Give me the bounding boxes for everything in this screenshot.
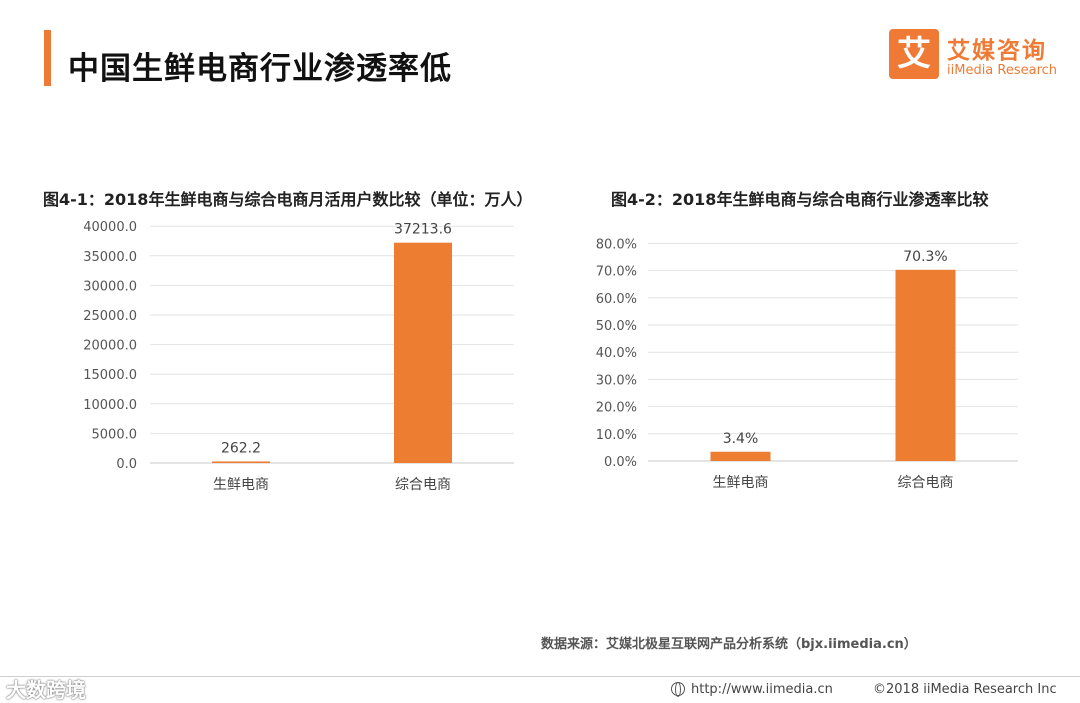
chart2-bar-2 [895,269,956,461]
chart1-bar-1 [212,461,270,463]
chart1-y-tick-label: 35000.0 [83,250,137,265]
chart1-y-tick-label: 0.0 [116,457,137,472]
iimedia-logo-icon: 艾 [889,29,939,79]
footer-url-text: http://www.iimedia.cn [691,682,833,697]
chart1-y-tick-label: 15000.0 [83,368,137,383]
chart1-y-tick-label: 40000.0 [83,220,137,235]
watermark: 大数跨境 [6,678,86,702]
chart2-y-tick-label: 70.0% [596,265,637,280]
chart2-y-tick-label: 30.0% [596,373,637,388]
footer-divider [0,676,1080,677]
chart2-y-tick-label: 20.0% [596,401,637,416]
chart1-y-tick-label: 10000.0 [83,398,137,413]
chart2-y-tick-label: 50.0% [596,319,637,334]
chart1-category-label: 生鲜电商 [213,477,269,493]
chart2-y-tick-label: 40.0% [596,346,637,361]
chart1-data-label: 262.2 [221,440,261,456]
chart1-y-tick-label: 25000.0 [83,309,137,324]
chart2-y-tick-label: 80.0% [596,237,637,252]
chart1-title: 图4-1：2018年生鲜电商与综合电商月活用户数比较（单位：万人） [43,190,533,209]
globe-icon [671,682,685,697]
chart1-data-label: 37213.6 [394,222,452,238]
iimedia-logo: 艾 艾媒咨询 iiMedia Research [889,29,1064,85]
footer-copyright: ©2018 iiMedia Research Inc [873,682,1057,697]
logo-name-en: iiMedia Research [947,63,1058,78]
chart1-bar-2 [394,242,452,463]
chart1-y-tick-label: 20000.0 [83,339,137,354]
chart2-bar-1 [710,451,771,461]
chart2-plot: 0.0% 10.0% 20.0% 30.0% 40.0% 50.0% 60.0% 70.0% 8… [596,237,1018,491]
title-accent-bar [44,30,51,86]
chart2-data-label: 70.3% [903,249,947,265]
chart2-category-label: 综合电商 [898,475,954,491]
page-title: 中国生鲜电商行业渗透率低 [68,51,452,87]
chart1-y-tick-label: 5000.0 [92,427,138,442]
logo-name-cn: 艾媒咨询 [947,38,1047,64]
chart2-y-tick-label: 0.0% [604,455,637,470]
footer-url-link[interactable]: http://www.iimedia.cn [671,682,833,697]
chart1-plot: 0.0 5000.0 10000.0 15000.0 20000.0 25000.0 300… [83,220,514,493]
chart2-y-tick-label: 60.0% [596,292,637,307]
chart2-category-label: 生鲜电商 [713,475,769,491]
chart2-data-label: 3.4% [723,431,759,447]
chart2-title: 图4-2：2018年生鲜电商与综合电商行业渗透率比较 [611,190,989,209]
chart1-category-label: 综合电商 [395,477,451,493]
data-source-note: 数据来源：艾媒北极星互联网产品分析系统（bjx.iimedia.cn） [541,637,917,652]
chart2-y-tick-label: 10.0% [596,428,637,443]
chart1-y-tick-label: 30000.0 [83,279,137,294]
